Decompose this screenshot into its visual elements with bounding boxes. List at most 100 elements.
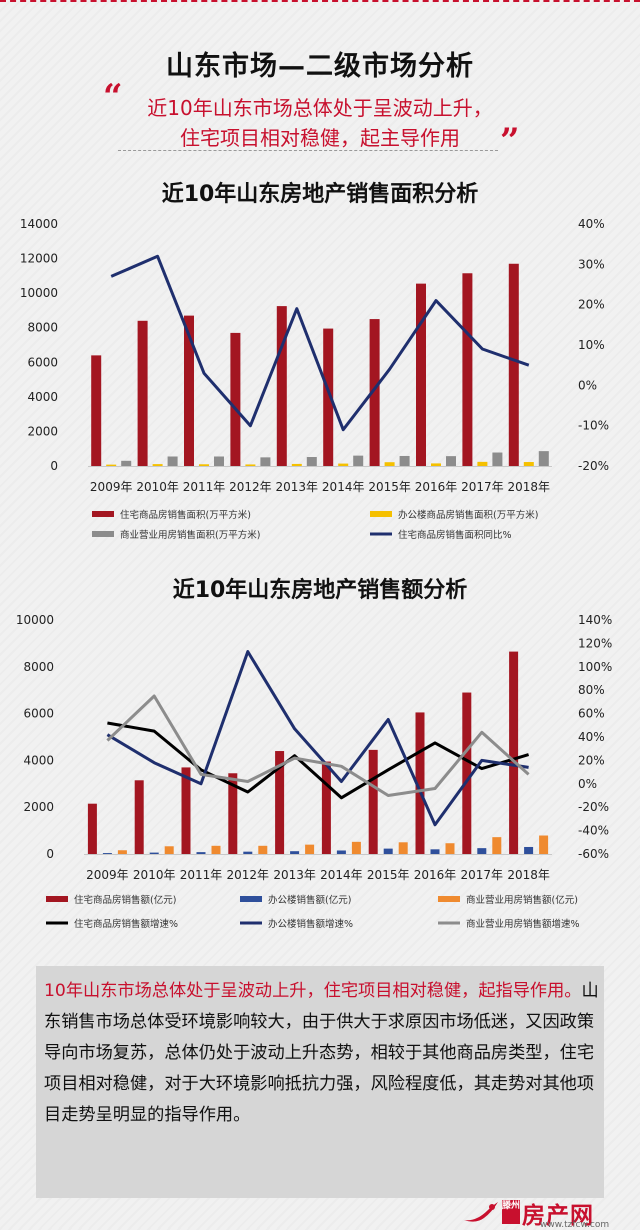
chart1-y2-tick-label: 20% bbox=[578, 298, 605, 312]
chart2-legend-swatch bbox=[438, 896, 460, 902]
chart1-y2-tick-label: 10% bbox=[578, 338, 605, 352]
chart1-bar-series3 bbox=[260, 457, 271, 466]
chart1-y2-tick-label: 0% bbox=[578, 378, 597, 392]
chart2-bar-series2 bbox=[336, 850, 346, 854]
chart1-y-tick-label: 4000 bbox=[27, 390, 58, 404]
chart1-bar-series1 bbox=[508, 263, 519, 466]
chart1-y-tick-label: 0 bbox=[50, 459, 58, 473]
chart2-y2-tick-label: 0% bbox=[578, 777, 597, 791]
chart1-bar-series3 bbox=[121, 460, 132, 466]
chart2-legend-swatch bbox=[46, 896, 68, 902]
chart1-bar-series3 bbox=[306, 457, 317, 466]
chart1-bar-series3 bbox=[167, 456, 178, 466]
chart2-legend-label: 商业营业用房销售额(亿元) bbox=[466, 894, 578, 906]
chart2-x-tick-label: 2017年 bbox=[461, 868, 504, 882]
chart1-x-tick-label: 2009年 bbox=[90, 480, 133, 494]
chart2-bar-series2 bbox=[430, 849, 440, 854]
chart1-y2-tick-label: -10% bbox=[578, 419, 609, 433]
chart1-bar-series3 bbox=[214, 456, 224, 466]
summary-text: 10年山东市场总体处于呈波动上升，住宅项目相对稳健，起指导作用。山东销售市场总体… bbox=[44, 976, 600, 1131]
chart2-x-tick-label: 2013年 bbox=[273, 868, 316, 882]
chart2-x-tick-label: 2016年 bbox=[414, 868, 457, 882]
chart1-x-tick-label: 2012年 bbox=[229, 480, 272, 494]
chart2-bar-series1 bbox=[462, 692, 472, 854]
chart2-y-tick-label: 4000 bbox=[23, 753, 54, 767]
chart1-x-tick-label: 2016年 bbox=[415, 480, 458, 494]
chart1-bar-series3 bbox=[538, 451, 549, 466]
chart1-x-tick-label: 2014年 bbox=[322, 480, 365, 494]
chart2-bar-series3 bbox=[445, 843, 455, 854]
open-quote-mark: “ bbox=[103, 77, 123, 117]
chart1-legend-label: 住宅商品房销售面积(万平方米) bbox=[120, 509, 251, 521]
summary-body: 山东销售市场总体受环境影响较大，由于供大于求原因市场低迷，又因政策导向市场复苏，… bbox=[44, 981, 599, 1125]
chart1-y2-tick-label: 40% bbox=[578, 217, 605, 231]
chart2-line-series3 bbox=[106, 694, 530, 797]
chart2-bar-series2 bbox=[524, 846, 534, 854]
chart2-bar-series2 bbox=[477, 848, 487, 854]
chart2-y2-tick-label: 100% bbox=[578, 660, 612, 674]
chart1-legend-swatch bbox=[92, 531, 114, 537]
chart2-bar-series2 bbox=[243, 851, 253, 854]
chart2-x-tick-label: 2011年 bbox=[180, 868, 223, 882]
chart1-legend-swatch bbox=[370, 511, 392, 517]
chart2-bar-series2 bbox=[196, 852, 206, 854]
site-logo[interactable]: 滕州 房产网 www.tzfcw.com bbox=[462, 1198, 638, 1230]
chart2-bar-series1 bbox=[228, 773, 238, 854]
chart1-y-tick-label: 12000 bbox=[20, 252, 58, 266]
chart2-x-tick-label: 2009年 bbox=[86, 868, 129, 882]
chart2-y2-tick-label: 20% bbox=[578, 753, 605, 767]
chart2-y-tick-label: 6000 bbox=[23, 707, 54, 721]
chart2-bar-series3 bbox=[164, 846, 174, 854]
chart2-legend-label: 办公楼销售额增速% bbox=[268, 918, 353, 930]
chart2-y-tick-label: 2000 bbox=[23, 800, 54, 814]
chart2-bar-series3 bbox=[492, 837, 502, 854]
chart2-bar-series2 bbox=[290, 851, 300, 854]
sales-amount-chart: 0 2000 4000 6000 8000 10000 -60% -40% -20% 0% 20% 4… bbox=[16, 613, 613, 930]
summary-lead: 10年山东市场总体处于呈波动上升，住宅项目相对稳健，起指导作用。 bbox=[44, 981, 582, 1001]
chart2-x-tick-label: 2014年 bbox=[320, 868, 363, 882]
chart1-bar-series3 bbox=[446, 456, 456, 466]
chart2-bar-series3 bbox=[117, 850, 127, 854]
chart1-bar-series1 bbox=[462, 273, 473, 466]
chart2-bar-series3 bbox=[398, 842, 408, 854]
chart1-bar-series2 bbox=[291, 463, 302, 466]
chart2-y2-tick-label: 120% bbox=[578, 636, 612, 650]
chart2-y2-tick-label: 60% bbox=[578, 707, 605, 721]
logo-city: 滕州 bbox=[502, 1200, 520, 1224]
logo-swoosh-icon bbox=[464, 1202, 498, 1222]
page-title: 山东市场—二级市场分析 bbox=[166, 51, 474, 82]
chart1-y-tick-label: 8000 bbox=[27, 321, 58, 335]
chart1-bar-series2 bbox=[477, 461, 488, 466]
chart1-y-tick-label: 14000 bbox=[20, 217, 58, 231]
chart1-x-tick-label: 2013年 bbox=[276, 480, 319, 494]
chart1-bar-series1 bbox=[230, 332, 241, 466]
chart2-legend-label: 办公楼销售额(亿元) bbox=[268, 894, 351, 906]
chart2-bar-series1 bbox=[415, 712, 425, 854]
chart1-legend-label: 商业营业用房销售面积(万平方米) bbox=[120, 529, 260, 541]
chart1-bar-series2 bbox=[338, 463, 349, 466]
top-dashed-border bbox=[0, 0, 640, 2]
chart2-y2-tick-label: 40% bbox=[578, 730, 605, 744]
chart2-y2-tick-label: -40% bbox=[578, 824, 609, 838]
chart2-y2-tick-label: -60% bbox=[578, 847, 609, 861]
logo-url: www.tzfcw.com bbox=[540, 1220, 610, 1230]
chart2-y2-tick-label: 140% bbox=[578, 613, 612, 627]
chart1-bar-series2 bbox=[245, 464, 256, 466]
chart2-line-series1 bbox=[107, 721, 530, 800]
chart1-legend-swatch bbox=[92, 511, 114, 517]
chart1-x-tick-label: 2010年 bbox=[136, 480, 179, 494]
chart1-bar-series1 bbox=[416, 283, 426, 466]
chart1-bar-series3 bbox=[492, 452, 503, 466]
chart1-x-tick-label: 2011年 bbox=[183, 480, 226, 494]
chart2-bar-series3 bbox=[305, 844, 315, 854]
chart1-bar-series2 bbox=[106, 464, 117, 466]
chart1-y2-tick-label: 30% bbox=[578, 257, 605, 271]
chart2-legend-label: 住宅商品房销售额(亿元) bbox=[74, 894, 176, 906]
chart1-bar-series1 bbox=[369, 319, 380, 466]
chart2-bar-series1 bbox=[509, 651, 519, 854]
chart2-x-tick-label: 2010年 bbox=[133, 868, 176, 882]
chart2-title: 近10年山东房地产销售额分析 bbox=[172, 578, 468, 603]
chart2-bar-series1 bbox=[181, 767, 191, 854]
chart2-legend-swatch bbox=[240, 896, 262, 902]
chart2-bar-series1 bbox=[134, 780, 144, 854]
